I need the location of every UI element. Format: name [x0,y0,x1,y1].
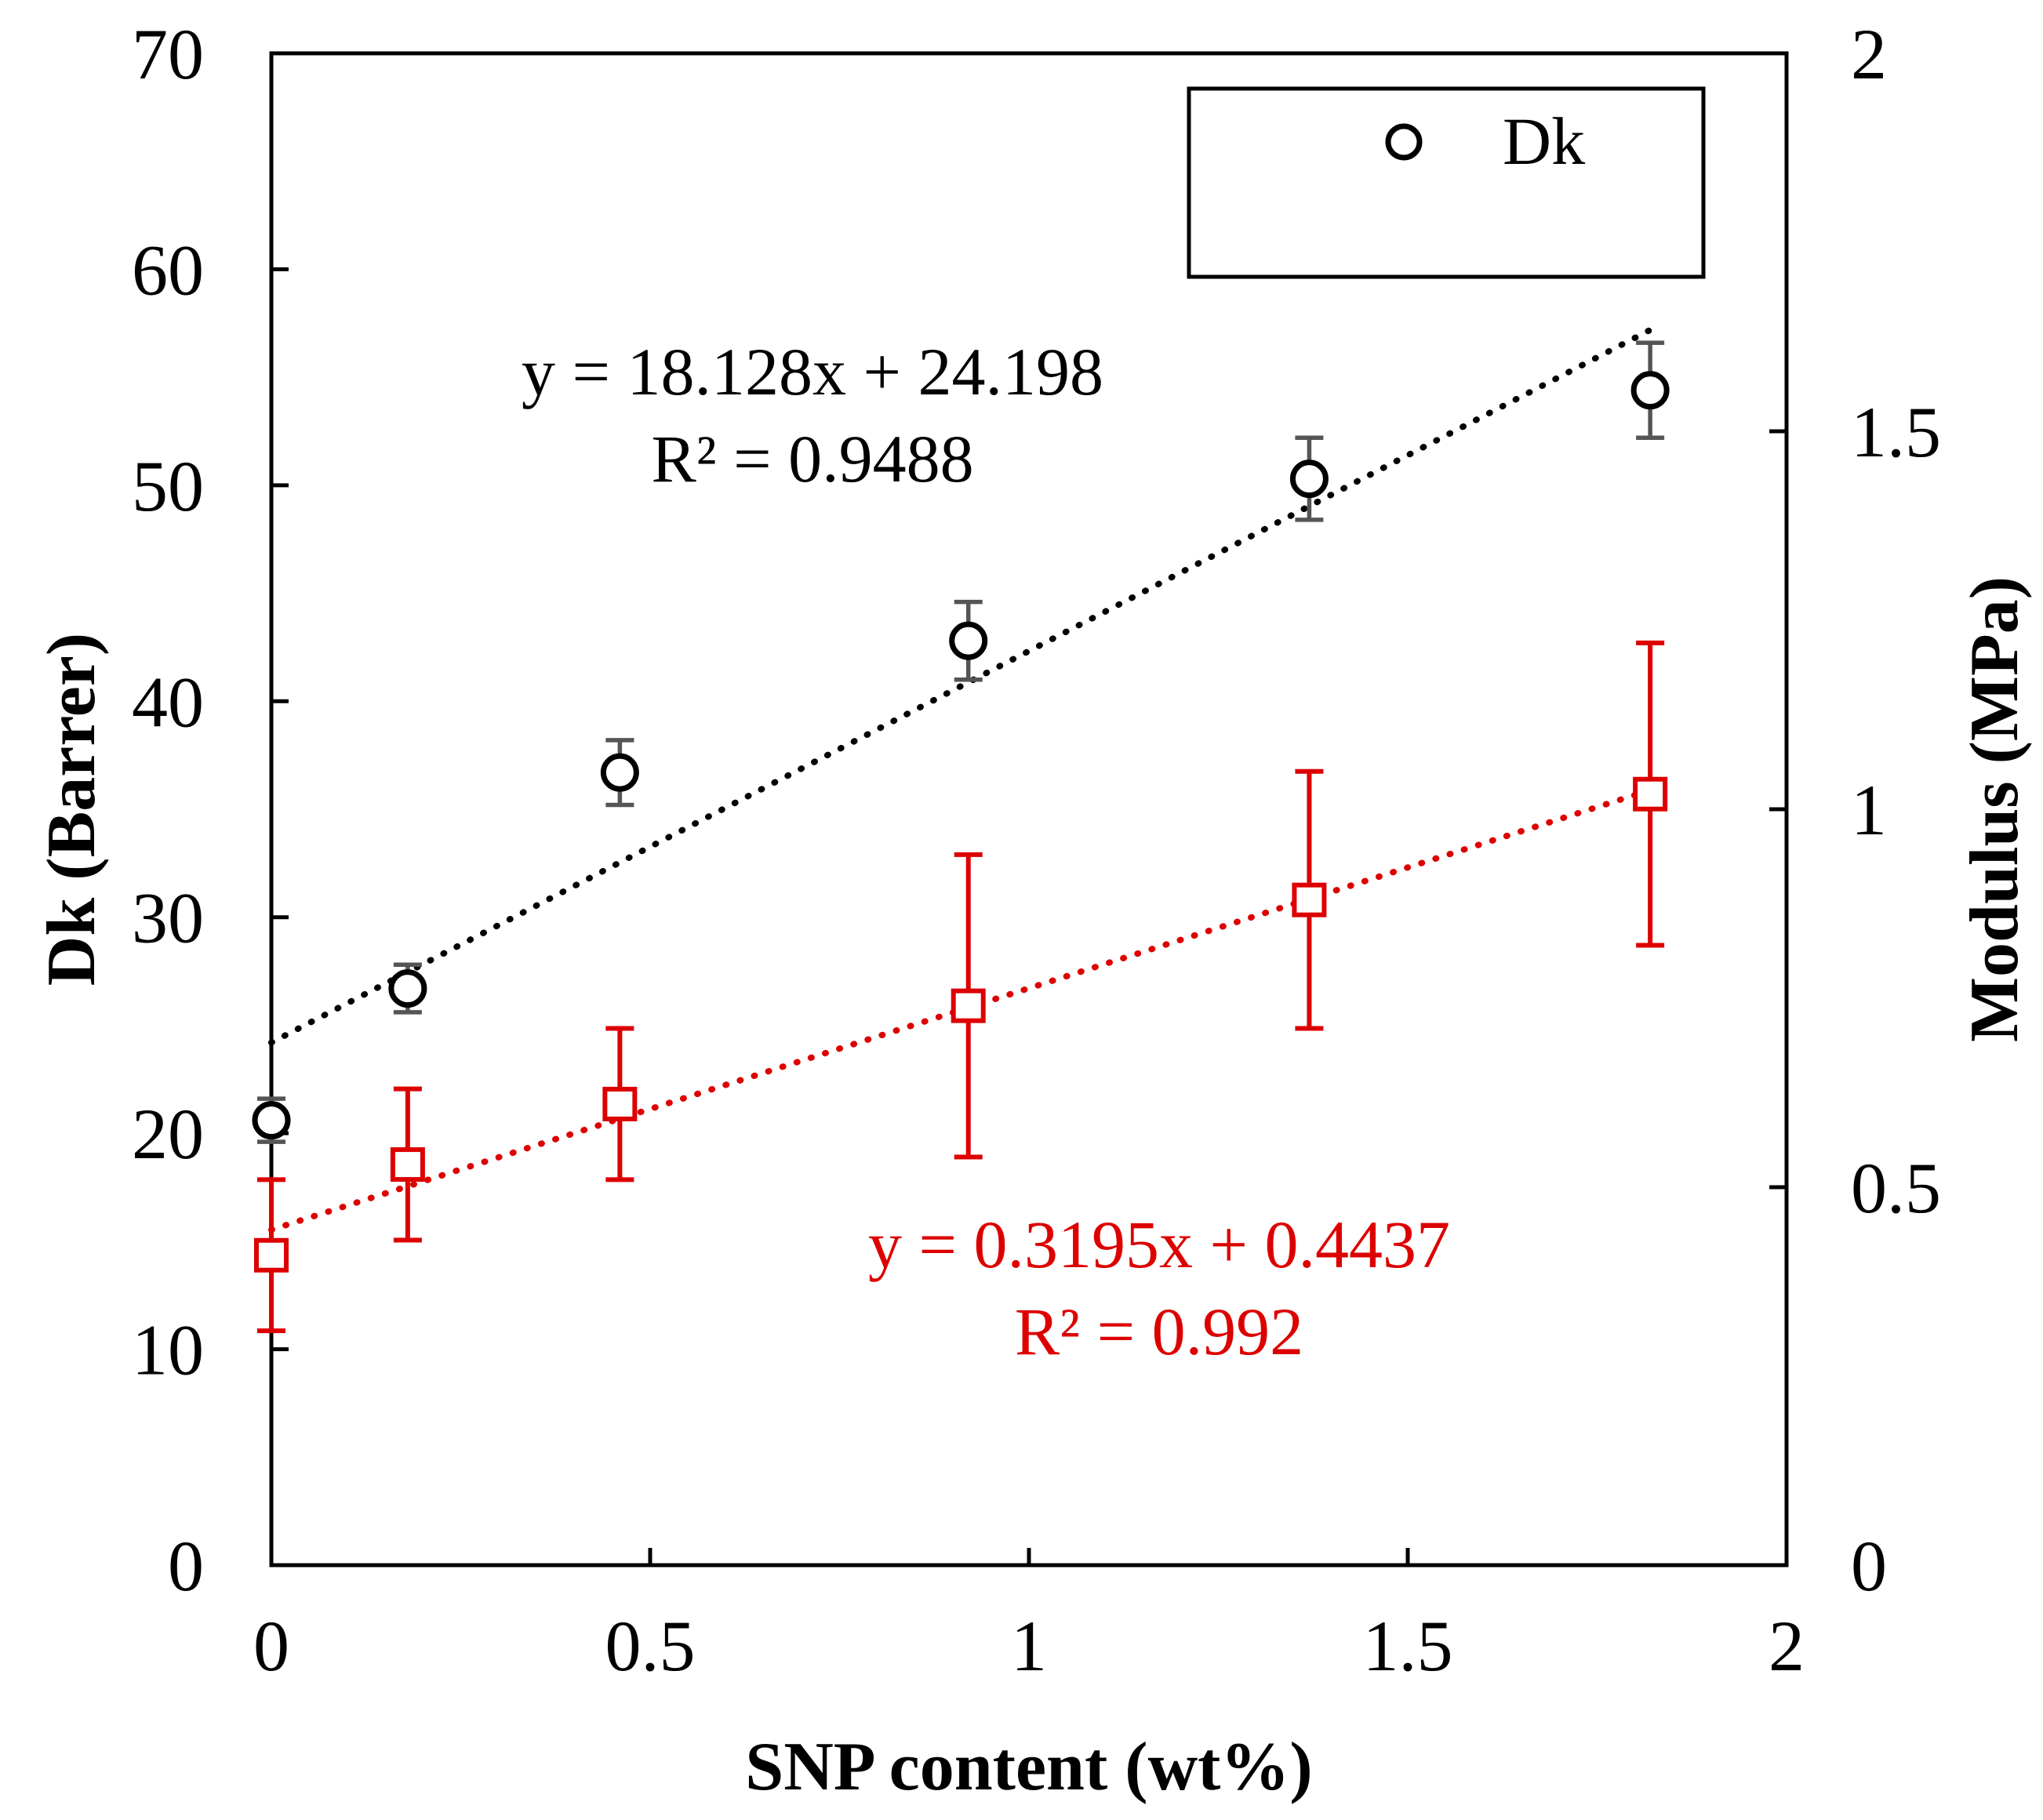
y-right-tick-label: 2 [1851,14,1887,94]
y-right-axis-ticks: 0 0.5 1 1.5 2 [1769,14,1941,1606]
y-left-axis-ticks: 0 10 20 30 40 50 60 70 [132,14,289,1606]
x-axis-title: SNP content (wt%) [745,1729,1312,1805]
y-left-tick-label: 20 [132,1094,204,1174]
x-tick-label: 1 [1011,1606,1047,1686]
y-left-tick-label: 30 [132,878,204,958]
x-axis-ticks: 0 0.5 1 1.5 2 [253,1548,1805,1686]
modulus-equation: y = 0.3195x + 0.4437 [868,1207,1450,1282]
modulus-r-squared: R² = 0.992 [1015,1294,1303,1369]
dk-equation: y = 18.128x + 24.198 [522,334,1103,409]
y-right-tick-label: 1.5 [1851,392,1941,472]
dk-r-squared: R² = 0.9488 [651,421,973,496]
legend-box [1187,86,1706,279]
y-left-tick-label: 70 [132,14,204,94]
modulus-point [254,1237,289,1273]
markers [252,371,1670,1273]
legend-label-dk: Dk [1503,104,1585,179]
y-left-tick-label: 0 [168,1526,204,1606]
y-right-tick-label: 1 [1851,770,1887,850]
modulus-trendline [268,786,1654,1233]
modulus-point [602,1086,638,1121]
y-left-tick-label: 60 [132,230,204,310]
y-left-tick-label: 50 [132,446,204,526]
dk-trendline [268,326,1654,1046]
x-tick-label: 0.5 [605,1606,696,1686]
modulus-point [951,988,986,1023]
modulus-point [1633,776,1668,812]
dk-point [388,969,427,1008]
x-tick-label: 2 [1769,1606,1805,1686]
dk-point [600,753,639,792]
x-tick-label: 1.5 [1363,1606,1453,1686]
modulus-point [1292,882,1327,917]
y-right-axis-title: Modulus (MPa) [1957,576,2033,1042]
dk-point [1289,460,1329,499]
y-right-tick-label: 0 [1851,1526,1887,1606]
y-left-tick-label: 10 [132,1310,204,1390]
y-left-tick-label: 40 [132,662,204,742]
legend-circle-marker [1385,123,1423,161]
legend: Dk [1187,86,1706,279]
trend-lines [268,326,1654,1233]
modulus-point [390,1147,425,1182]
y-right-tick-label: 0.5 [1851,1148,1941,1228]
dk-point [1630,371,1670,410]
dk-point [252,1101,291,1140]
y-left-axis-title: Dk (Barrer) [34,633,110,986]
dk-point [949,621,988,660]
x-tick-label: 0 [253,1606,289,1686]
